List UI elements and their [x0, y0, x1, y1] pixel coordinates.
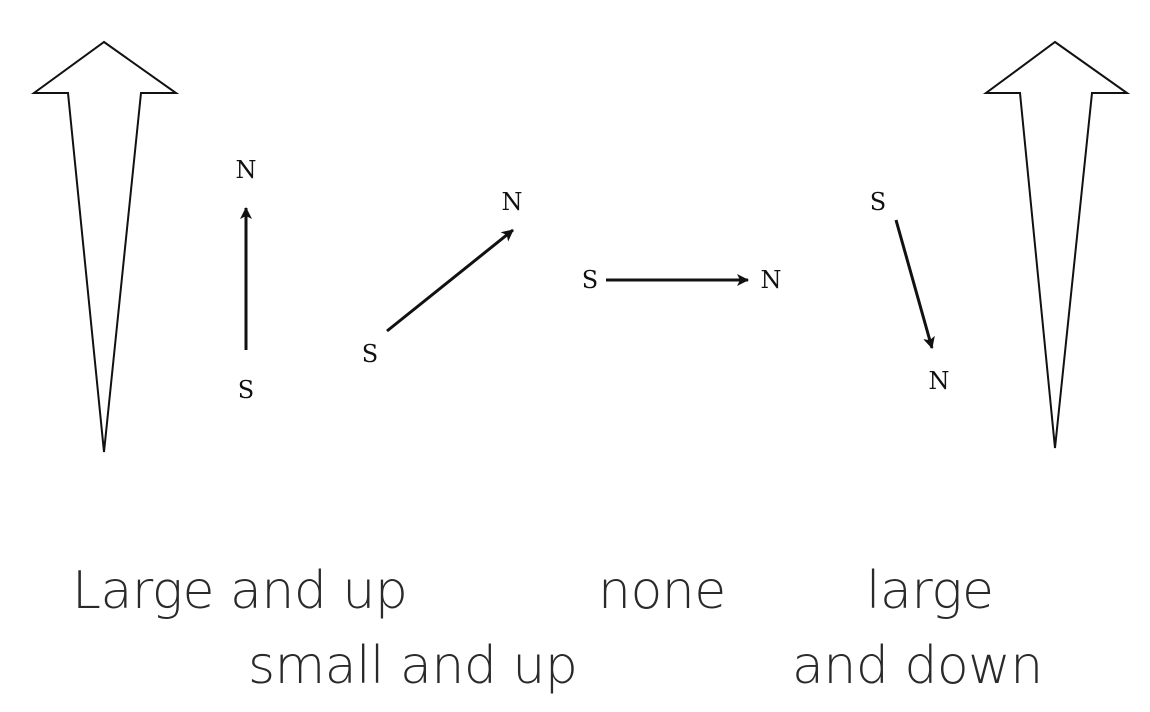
compass-needle-3: S N: [582, 266, 782, 294]
compass-needle-2: N S: [362, 188, 523, 368]
south-pole-label: S: [870, 188, 886, 216]
needle-arrow: [894, 219, 935, 349]
north-pole-label: N: [236, 156, 257, 184]
caption-large-and-up: Large and up: [72, 561, 408, 621]
north-pole-label: N: [929, 367, 950, 395]
north-pole-label: N: [502, 188, 523, 216]
caption-small-and-up: small and up: [248, 636, 578, 696]
caption-and-down: and down: [792, 636, 1043, 696]
north-pole-label: N: [761, 266, 782, 294]
compass-needle-1: N S: [236, 156, 257, 404]
needle-arrow: [386, 228, 514, 333]
large-field-arrow-right: [982, 40, 1131, 449]
caption-large: large: [866, 561, 994, 621]
south-pole-label: S: [238, 376, 254, 404]
caption-none: none: [598, 561, 726, 621]
large-field-arrow-left: [30, 40, 180, 453]
south-pole-label: S: [362, 340, 378, 368]
compass-needle-4: S N: [870, 188, 950, 395]
south-pole-label: S: [582, 266, 598, 294]
